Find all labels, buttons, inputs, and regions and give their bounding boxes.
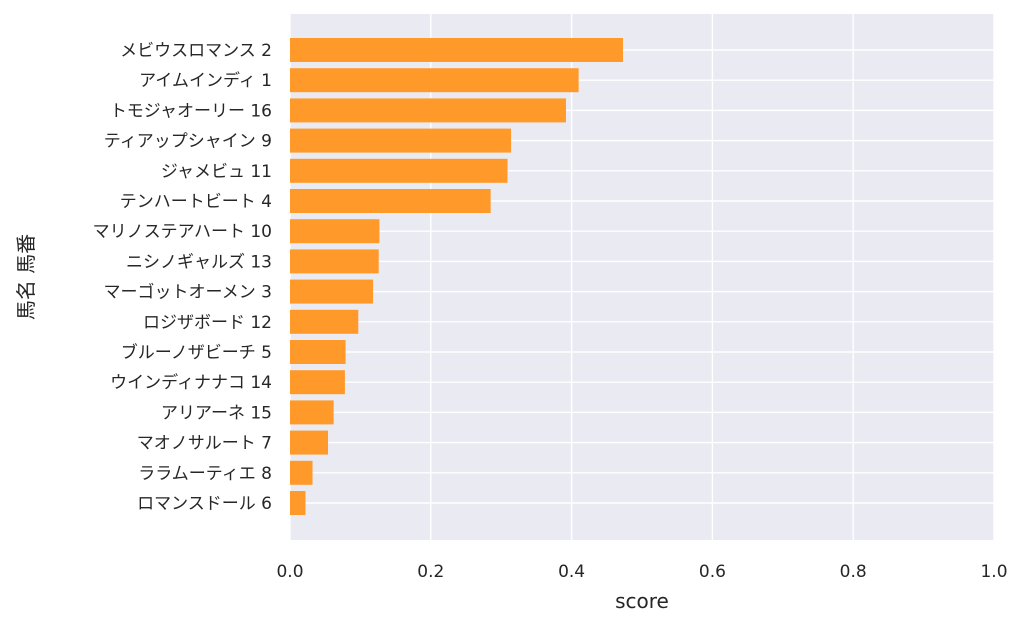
x-tick-label: 1.0	[980, 562, 1007, 582]
category-label: アイムインディ 1	[139, 70, 272, 91]
category-label: マリノステアハート 10	[93, 222, 272, 242]
bar	[290, 491, 306, 515]
category-label: メビウスロマンス 2	[120, 41, 272, 61]
bar	[290, 309, 359, 334]
category-labels: メビウスロマンス 2 アイムインディ 1 トモジャオーリー 16 ティアップシャイン …	[93, 41, 272, 514]
bar	[290, 38, 623, 62]
bar	[290, 68, 579, 93]
x-tick-label: 0.2	[417, 562, 444, 582]
bar	[290, 249, 379, 274]
bar	[290, 189, 491, 213]
bar	[290, 460, 313, 485]
category-label: ティアップシャイン 9	[104, 132, 272, 152]
category-label: マーゴットオーメン 3	[103, 282, 272, 303]
category-label: ララムーティエ 8	[138, 464, 272, 484]
category-label: アリアーネ 15	[161, 403, 272, 423]
x-axis-title: score	[615, 589, 669, 613]
category-label: トモジャオーリー 16	[110, 101, 272, 121]
x-tick-label: 0.0	[276, 562, 303, 582]
category-label: ニシノギャルズ 13	[126, 252, 272, 272]
category-label: ロジザボード 12	[143, 313, 272, 333]
plot-background	[290, 14, 994, 540]
bar	[290, 370, 345, 395]
bar	[290, 98, 566, 123]
category-label: テンハートビート 4	[120, 192, 272, 212]
bar	[290, 400, 334, 425]
bar	[290, 430, 329, 455]
x-tick-label: 0.4	[558, 562, 585, 582]
y-axis-title: 馬名 馬番	[14, 234, 38, 320]
bar	[290, 128, 512, 153]
bar	[290, 279, 374, 304]
category-label: ロマンスドール 6	[137, 494, 272, 514]
bar	[290, 158, 508, 183]
category-label: ジャメビュ 11	[161, 162, 272, 182]
x-tick-label: 0.8	[840, 562, 867, 582]
x-tick-labels: 0.0 0.2 0.4 0.6 0.8 1.0	[276, 562, 1007, 582]
category-label: ブルーノザビーチ 5	[121, 342, 272, 363]
category-label: マオノサルート 7	[137, 434, 272, 454]
x-tick-label: 0.6	[699, 562, 726, 582]
bar	[290, 219, 380, 244]
bar	[290, 340, 346, 364]
category-label: ウインディナナコ 14	[110, 372, 272, 393]
bars	[290, 38, 623, 515]
